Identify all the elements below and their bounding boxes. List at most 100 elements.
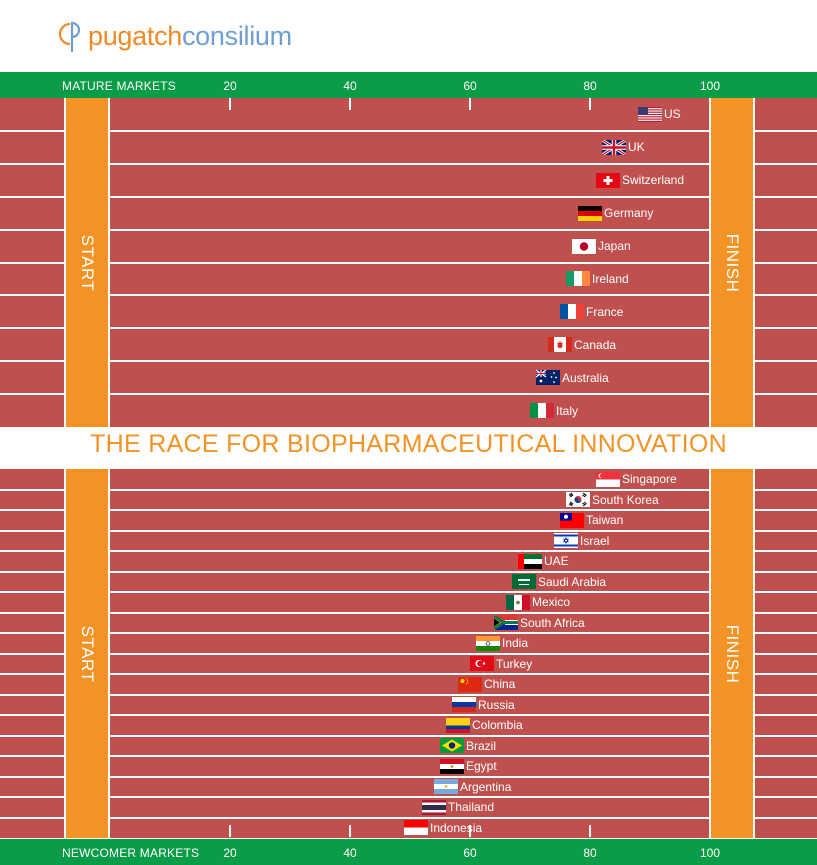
country-marker: Italy — [530, 402, 578, 420]
lane-line — [0, 652, 817, 655]
grid-tick — [349, 825, 351, 837]
flag-mx-icon — [506, 594, 530, 610]
axis-tick-label: 80 — [583, 79, 597, 93]
lane-line — [0, 294, 817, 297]
flag-za-icon — [494, 615, 518, 631]
grid-tick — [229, 98, 231, 110]
grid-tick — [469, 825, 471, 837]
country-marker: US — [638, 105, 681, 123]
lane-line — [0, 488, 817, 491]
flag-ar-icon — [434, 779, 458, 795]
country-label: Indonesia — [430, 820, 483, 835]
flag-tw-icon — [560, 512, 584, 528]
flag-jp-icon — [572, 238, 596, 254]
flag-it-icon — [530, 403, 554, 419]
country-label: UK — [628, 140, 645, 155]
grid-tick — [469, 98, 471, 110]
country-label: Ireland — [592, 271, 629, 286]
flag-th-icon — [422, 799, 446, 815]
country-marker: Germany — [578, 204, 653, 222]
lane-line — [0, 816, 817, 819]
lane-line — [0, 611, 817, 614]
country-marker: Australia — [536, 369, 609, 387]
flag-br-icon — [440, 738, 464, 754]
country-marker: Japan — [572, 237, 631, 255]
start-label-newcomer: START — [78, 625, 97, 682]
flag-id-icon — [404, 820, 428, 836]
axis-tick-label: 100 — [699, 79, 721, 93]
country-label: Israel — [580, 533, 610, 548]
lane-line — [0, 327, 817, 330]
country-label: South Africa — [520, 615, 585, 630]
axis-bar-newcomer: NEWCOMER MARKETS 20 40 60 80 100 — [0, 839, 817, 865]
country-label: Japan — [598, 239, 631, 254]
lane-line — [0, 509, 817, 511]
grid-tick — [589, 825, 591, 837]
brand-name: pugatchconsilium — [88, 18, 292, 54]
country-label: South Korea — [592, 492, 659, 507]
flag-us-icon — [638, 106, 662, 122]
lane-line — [0, 529, 817, 532]
country-label: Turkey — [496, 656, 533, 671]
country-label: Colombia — [472, 718, 523, 733]
flag-au-icon — [536, 370, 560, 386]
flag-ch-icon — [596, 172, 620, 188]
country-label: India — [502, 636, 529, 651]
country-marker: Thailand — [422, 798, 494, 816]
country-marker: South Korea — [566, 491, 659, 509]
flag-fr-icon — [560, 304, 584, 320]
country-marker: Taiwan — [560, 511, 623, 529]
lane-line — [0, 228, 817, 231]
axis-tick-label: 40 — [343, 846, 357, 860]
country-label: Mexico — [532, 595, 571, 610]
country-label: Italy — [556, 403, 579, 418]
flag-ie-icon — [566, 271, 590, 287]
start-label-mature: START — [78, 234, 97, 291]
grid-tick — [349, 98, 351, 110]
country-marker: Ireland — [566, 270, 629, 288]
lane-line — [0, 775, 817, 778]
lane-line — [0, 550, 817, 552]
country-marker: Argentina — [434, 778, 511, 796]
country-label: France — [586, 304, 624, 319]
axis-tick-label: 80 — [583, 846, 597, 860]
lane-line — [0, 195, 817, 198]
finish-label-newcomer: FINISH — [723, 624, 742, 683]
country-label: US — [664, 107, 681, 122]
lane-line — [0, 162, 817, 165]
country-marker: Brazil — [440, 737, 496, 755]
country-label: Germany — [604, 206, 654, 221]
country-label: UAE — [544, 554, 569, 569]
country-marker: Switzerland — [596, 171, 684, 189]
axis-name-newcomer: NEWCOMER MARKETS — [62, 846, 200, 860]
country-label: Taiwan — [586, 513, 624, 528]
lane-line — [0, 734, 817, 737]
country-marker: Canada — [548, 336, 616, 354]
brand-name-part1: pugatch — [88, 21, 182, 51]
country-marker: Colombia — [446, 716, 523, 734]
country-marker: Egypt — [440, 757, 497, 775]
lane-line — [0, 570, 817, 573]
country-label: Saudi Arabia — [538, 574, 607, 589]
finish-post-newcomer: FINISH — [709, 469, 755, 838]
lane-line — [0, 393, 817, 396]
flag-ca-icon — [548, 337, 572, 353]
flag-sa-icon — [512, 574, 536, 590]
country-label: Egypt — [466, 759, 497, 774]
flag-eg-icon — [440, 758, 464, 774]
lane-line — [0, 129, 817, 132]
grid-tick — [229, 825, 231, 837]
flag-tr-icon — [470, 656, 494, 672]
brand-name-part2: consilium — [181, 21, 292, 51]
country-marker: India — [476, 634, 528, 652]
country-marker: Israel — [554, 532, 609, 550]
country-marker: Saudi Arabia — [512, 573, 606, 591]
lane-line — [0, 360, 817, 363]
axis-bar-mature: MATURE MARKETS 20 40 60 80 100 — [0, 72, 817, 98]
country-marker: UK — [602, 138, 645, 156]
flag-ru-icon — [452, 697, 476, 713]
flag-in-icon — [476, 635, 500, 651]
grid-tick — [589, 98, 591, 110]
flag-de-icon — [578, 205, 602, 221]
start-post-newcomer: START — [64, 469, 110, 838]
